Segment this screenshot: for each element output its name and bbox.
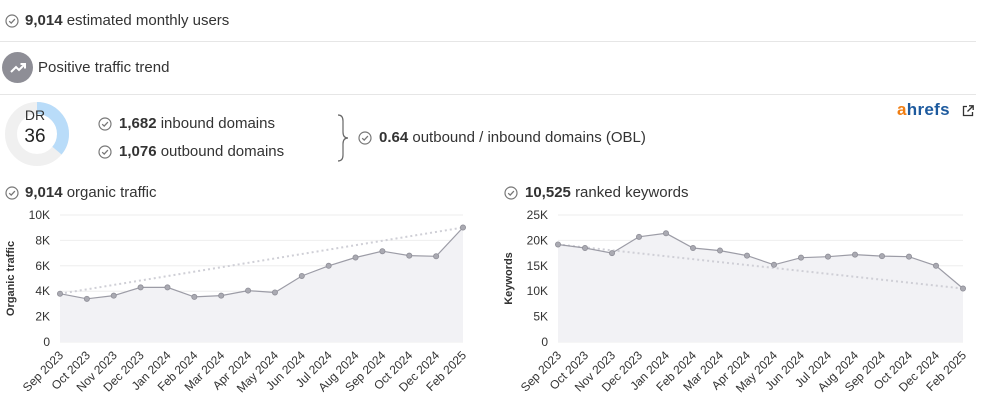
- data-point: [824, 253, 831, 260]
- ahrefs-logo-a: a: [897, 100, 907, 119]
- ahrefs-link[interactable]: ahrefs: [897, 100, 950, 120]
- monthly-users-label: estimated monthly users: [66, 12, 230, 29]
- check-circle-icon: [358, 131, 372, 145]
- ahrefs-logo-text: hrefs: [906, 100, 950, 119]
- external-link-icon[interactable]: [961, 104, 975, 118]
- trend-line: [59, 226, 464, 295]
- data-point: [406, 252, 413, 259]
- y-tick-label: 0: [541, 335, 548, 349]
- data-point: [352, 254, 359, 261]
- dr-gauge: DR 36: [4, 101, 70, 167]
- check-circle-icon: [5, 186, 19, 200]
- check-circle-icon: [98, 145, 112, 159]
- inbound-domains-value: 1,682: [119, 115, 157, 132]
- y-tick-label: 10K: [527, 284, 548, 298]
- y-axis-title: Keywords: [503, 252, 515, 305]
- data-point: [325, 262, 332, 269]
- series-area: [558, 233, 963, 342]
- data-point: [582, 245, 589, 252]
- data-point: [743, 252, 750, 259]
- inbound-domains-label: inbound domains: [160, 115, 275, 132]
- y-tick-label: 8K: [35, 233, 50, 247]
- check-circle-icon: [98, 117, 112, 131]
- data-point: [770, 261, 777, 268]
- data-point: [689, 245, 696, 252]
- data-point: [245, 287, 252, 294]
- data-point: [110, 292, 117, 299]
- data-point: [797, 254, 804, 261]
- data-point: [878, 253, 885, 260]
- y-tick-label: 4K: [35, 284, 50, 298]
- data-point: [635, 233, 642, 240]
- trend-label: Positive traffic trend: [38, 59, 170, 76]
- ranked-keywords-header: 10,525 ranked keywords: [525, 184, 688, 201]
- data-point: [191, 293, 198, 300]
- y-tick-label: 2K: [35, 310, 50, 324]
- dr-ring: [5, 102, 69, 166]
- data-point: [83, 295, 90, 302]
- inbound-domains-stat: 1,682 inbound domains: [119, 115, 275, 132]
- check-circle-icon: [5, 14, 19, 28]
- divider: [0, 94, 976, 95]
- brace-icon: [337, 114, 349, 162]
- data-point: [459, 224, 466, 231]
- obl-label: outbound / inbound domains (OBL): [412, 129, 646, 146]
- series-line: [59, 227, 464, 300]
- y-tick-label: 10K: [29, 208, 50, 222]
- data-point: [905, 253, 912, 260]
- outbound-domains-stat: 1,076 outbound domains: [119, 143, 284, 160]
- organic-traffic-header: 9,014 organic traffic: [25, 184, 156, 201]
- ranked-keywords-label: ranked keywords: [575, 184, 689, 201]
- data-point: [218, 292, 225, 299]
- outbound-domains-label: outbound domains: [160, 143, 285, 160]
- monthly-users-stat: 9,014 estimated monthly users: [25, 12, 229, 29]
- data-point: [662, 230, 669, 237]
- data-point: [379, 248, 386, 255]
- y-tick-label: 0: [43, 335, 50, 349]
- ranked-keywords-value: 10,525: [525, 184, 571, 201]
- trend-badge: [2, 52, 33, 83]
- outbound-domains-value: 1,076: [119, 143, 157, 160]
- dr-value: 36: [24, 126, 46, 147]
- data-point: [298, 272, 305, 279]
- check-circle-icon: [504, 186, 518, 200]
- y-tick-label: 5K: [533, 310, 548, 324]
- data-point: [271, 289, 278, 296]
- series-line: [557, 232, 964, 289]
- data-point: [716, 247, 723, 254]
- data-point: [137, 284, 144, 291]
- y-tick-label: 20K: [527, 233, 548, 247]
- data-point: [932, 262, 939, 269]
- data-point: [164, 284, 171, 291]
- monthly-users-value: 9,014: [25, 12, 63, 29]
- data-point: [555, 241, 562, 248]
- obl-value: 0.64: [379, 129, 409, 146]
- organic-traffic-value: 9,014: [25, 184, 63, 201]
- organic-traffic-label: organic traffic: [66, 184, 157, 201]
- divider: [0, 41, 976, 42]
- obl-stat: 0.64 outbound / inbound domains (OBL): [379, 129, 646, 146]
- data-point: [57, 290, 64, 297]
- dr-label: DR: [24, 107, 46, 123]
- data-point: [433, 253, 440, 260]
- y-tick-label: 25K: [527, 208, 548, 222]
- data-point: [959, 285, 966, 292]
- data-point: [609, 250, 616, 257]
- y-axis-title: Organic traffic: [5, 241, 17, 316]
- trending-up-icon: [10, 63, 26, 73]
- y-tick-label: 15K: [527, 259, 548, 273]
- y-tick-label: 6K: [35, 259, 50, 273]
- data-point: [851, 251, 858, 258]
